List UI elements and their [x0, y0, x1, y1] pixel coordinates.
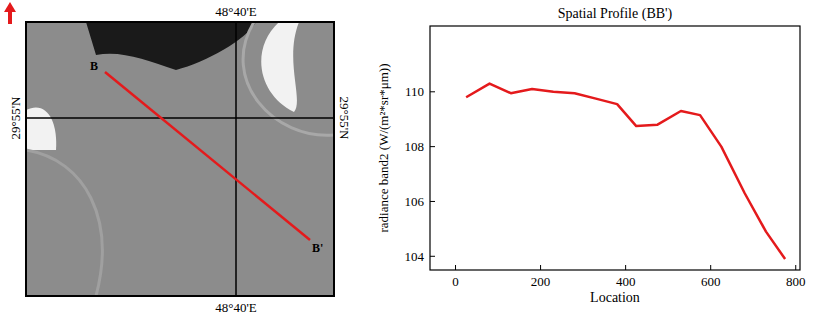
land-bright: [261, 22, 299, 112]
x-tick: [625, 265, 626, 270]
profile-line: [105, 72, 310, 240]
image-frame: [26, 22, 334, 296]
y-tick: [430, 201, 435, 202]
y-tick-label: 106: [405, 194, 425, 209]
lon-label: 48°40'E: [215, 4, 257, 19]
x-axis-title: Location: [590, 290, 640, 305]
lon-label: 48°40'E: [215, 300, 257, 315]
graticule: [235, 22, 237, 296]
plot-area: [466, 84, 785, 259]
point-label: B': [312, 241, 323, 255]
land-bright: [26, 107, 56, 150]
land-dark: [86, 22, 256, 70]
x-tick: [795, 265, 796, 270]
chart-title: Spatial Profile (BB'): [558, 6, 673, 22]
point-label: B: [90, 59, 98, 73]
x-tick-label: 800: [786, 274, 806, 289]
north-arrow: [4, 2, 16, 12]
x-tick: [455, 265, 456, 270]
y-tick: [430, 256, 435, 257]
y-tick-label: 104: [405, 249, 425, 264]
chart: Spatial Profile (BB') 0 200 400 600 800 104 106…: [376, 6, 805, 305]
x-tick-label: 600: [701, 274, 721, 289]
y-tick-label: 110: [405, 84, 424, 99]
y-tick: [430, 91, 435, 92]
lat-label: 29°55'N: [8, 96, 23, 140]
x-tick: [540, 265, 541, 270]
x-tick-label: 200: [531, 274, 551, 289]
shoreline: [26, 150, 102, 296]
lat-label: 29°55'N: [337, 97, 352, 141]
x-tick-label: 0: [452, 274, 459, 289]
y-tick-label: 108: [405, 139, 425, 154]
x-tick-label: 400: [616, 274, 636, 289]
north-arrow: [8, 10, 12, 24]
plot-frame: [430, 26, 800, 270]
y-tick: [430, 146, 435, 147]
water: [26, 22, 334, 296]
profile-curve: [466, 84, 785, 259]
satellite-image: [26, 22, 334, 296]
graticule: [26, 117, 334, 119]
x-tick: [710, 265, 711, 270]
figure: 48°40'E 48°40'E 29°55'N 29°55'N B B' Spatial P…: [0, 0, 814, 321]
y-axis-title: radiance band2 (W/(m²*sr*μm)): [376, 64, 391, 233]
